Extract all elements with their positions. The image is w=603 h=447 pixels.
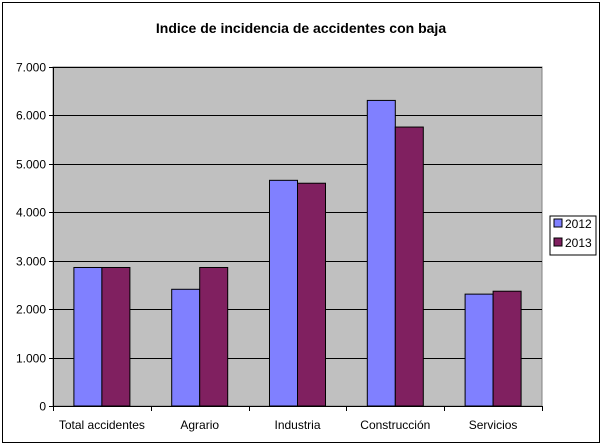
x-tick-label: Agrario [180, 418, 219, 432]
bar-2013-0 [101, 266, 131, 407]
y-tick-label: 6.000 [16, 109, 46, 123]
y-tick-label: 5.000 [16, 158, 46, 172]
bar-2013-2 [297, 182, 326, 407]
legend-swatch-2013 [553, 237, 563, 247]
bar-2013-1 [199, 266, 229, 407]
axes [53, 67, 542, 407]
y-tick-label: 4.000 [16, 206, 46, 220]
chart-title: Indice de incidencia de accidentes con b… [156, 20, 446, 36]
x-tick-label: Servicios [469, 418, 518, 432]
y-tick-label: 7.000 [16, 61, 46, 75]
bar-2012-4 [464, 293, 494, 407]
x-tick-label: Industria [274, 418, 320, 432]
legend-swatch-2012 [553, 218, 563, 228]
x-axis-ticks: Total accidentes Agrario Industria Construc… [53, 406, 543, 432]
bar-2012-3 [366, 99, 396, 407]
bar-2013-4 [492, 290, 522, 407]
y-axis-ticks: 0 1.000 2.000 3.000 4.000 5.000 6.000 7.000 [16, 61, 53, 414]
bar-2012-1 [171, 288, 201, 407]
y-tick-label: 3.000 [16, 255, 46, 269]
x-tick-label: Total accidentes [59, 418, 145, 432]
y-tick-label: 0 [39, 400, 46, 414]
y-tick-label: 2.000 [16, 303, 46, 317]
bar-2013-3 [394, 126, 424, 407]
bars [73, 99, 522, 407]
bar-2012-0 [73, 266, 103, 407]
x-tick-label: Construcción [360, 418, 430, 432]
legend: 2012 2013 [549, 215, 597, 256]
y-tick-label: 1.000 [16, 352, 46, 366]
legend-label-2012: 2012 [565, 217, 592, 231]
bar-2012-2 [269, 179, 298, 407]
legend-label-2013: 2013 [565, 236, 592, 250]
